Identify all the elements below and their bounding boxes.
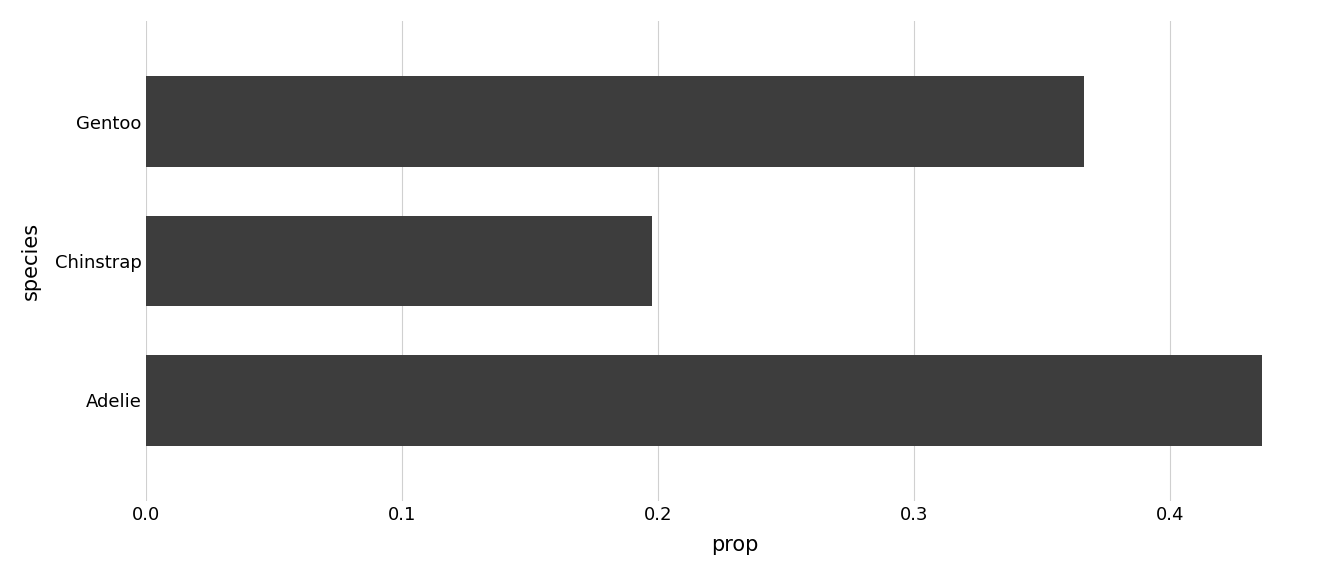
Bar bbox=[146, 215, 652, 306]
Bar bbox=[146, 76, 1083, 167]
Y-axis label: species: species bbox=[22, 222, 40, 300]
X-axis label: prop: prop bbox=[711, 535, 758, 555]
Bar bbox=[146, 355, 1262, 446]
